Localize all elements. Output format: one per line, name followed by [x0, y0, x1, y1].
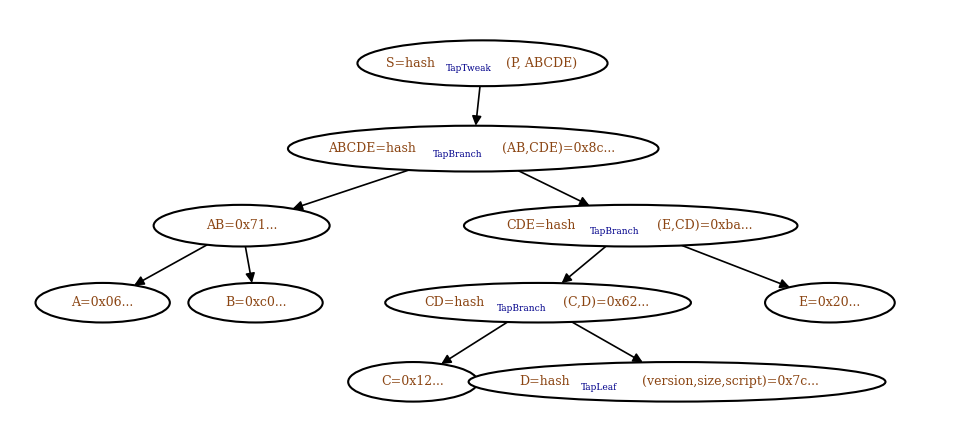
Text: S=hash: S=hash [386, 57, 434, 70]
Text: D=hash: D=hash [520, 375, 570, 389]
Ellipse shape [348, 362, 478, 402]
Text: (C,D)=0x62...: (C,D)=0x62... [563, 296, 649, 309]
Text: A=0x06...: A=0x06... [71, 296, 134, 309]
Ellipse shape [153, 205, 330, 246]
Ellipse shape [36, 283, 170, 323]
Text: TapBranch: TapBranch [497, 304, 547, 313]
Text: (version,size,script)=0x7c...: (version,size,script)=0x7c... [643, 375, 819, 389]
Ellipse shape [288, 126, 658, 171]
Text: CD=hash: CD=hash [424, 296, 484, 309]
Text: TapBranch: TapBranch [432, 150, 482, 159]
Text: TapLeaf: TapLeaf [581, 383, 617, 392]
Text: (AB,CDE)=0x8c...: (AB,CDE)=0x8c... [502, 142, 615, 155]
Text: C=0x12...: C=0x12... [381, 375, 445, 389]
Text: CDE=hash: CDE=hash [507, 219, 575, 232]
Ellipse shape [385, 283, 691, 323]
Ellipse shape [188, 283, 322, 323]
Ellipse shape [357, 40, 608, 86]
Ellipse shape [469, 362, 886, 402]
Text: AB=0x71...: AB=0x71... [206, 219, 277, 232]
Ellipse shape [464, 205, 797, 246]
Text: (P, ABCDE): (P, ABCDE) [506, 57, 577, 70]
Text: TapBranch: TapBranch [590, 227, 640, 236]
Text: ABCDE=hash: ABCDE=hash [328, 142, 416, 155]
Text: B=0xc0...: B=0xc0... [225, 296, 287, 309]
Text: (E,CD)=0xba...: (E,CD)=0xba... [656, 219, 752, 232]
Ellipse shape [765, 283, 895, 323]
Text: E=0x20...: E=0x20... [799, 296, 861, 309]
Text: TapTweak: TapTweak [446, 64, 492, 73]
